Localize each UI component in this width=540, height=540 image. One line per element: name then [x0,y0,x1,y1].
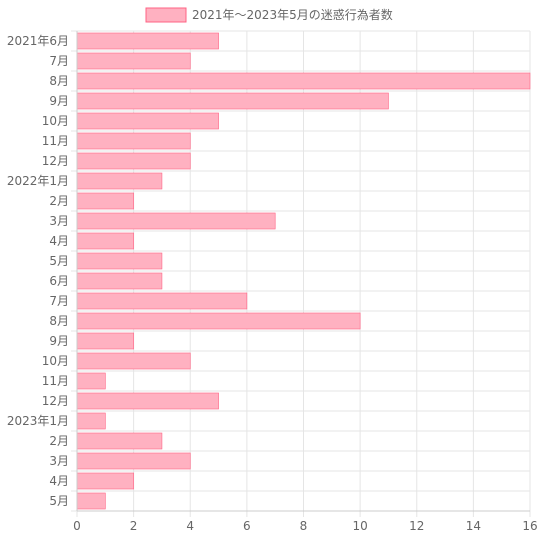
y-tick-label: 7月 [49,294,69,308]
y-tick-label: 2023年1月 [7,414,69,428]
bar[interactable] [76,472,134,490]
bar[interactable] [76,152,191,170]
bar[interactable] [76,332,134,350]
bar[interactable] [76,312,361,330]
x-tick-label: 10 [352,519,367,533]
y-tick-label: 2021年6月 [7,34,69,48]
bar[interactable] [76,372,106,390]
bar[interactable] [76,212,276,230]
bars-layer [76,32,531,510]
x-tick-label: 14 [466,519,481,533]
y-tick-label: 2月 [49,434,69,448]
y-axis: 2021年6月 7月 8月 9月 10月 11月 12月 2022年1月 2月 3月 4月 5月 6月 7… [7,31,78,511]
bar[interactable] [76,192,134,210]
y-tick-label: 4月 [49,234,69,248]
x-tick-label: 6 [243,519,251,533]
bar[interactable] [76,132,191,150]
bar[interactable] [76,32,219,50]
y-tick-label: 3月 [49,454,69,468]
bar[interactable] [76,272,163,290]
y-tick-label: 11月 [42,134,69,148]
y-tick-label: 10月 [42,114,69,128]
y-tick-label: 6月 [49,274,69,288]
y-tick-label: 2022年1月 [7,174,69,188]
bar[interactable] [76,252,163,270]
bar[interactable] [76,52,191,70]
bar[interactable] [76,492,106,510]
bar[interactable] [76,232,134,250]
y-tick-label: 9月 [49,94,69,108]
bar[interactable] [76,172,163,190]
x-tick-label: 2 [130,519,138,533]
y-tick-label: 9月 [49,334,69,348]
bar[interactable] [76,112,219,130]
x-axis: 0 2 4 6 8 10 12 14 16 [73,510,538,533]
bar[interactable] [76,412,106,430]
y-tick-label: 2月 [49,194,69,208]
y-tick-label: 11月 [42,374,69,388]
y-tick-label: 5月 [49,254,69,268]
x-tick-label: 8 [300,519,308,533]
y-tick-label: 12月 [42,154,69,168]
y-tick-label: 5月 [49,494,69,508]
y-tick-label: 3月 [49,214,69,228]
x-tick-label: 0 [73,519,81,533]
x-tick-label: 4 [186,519,194,533]
x-tick-label: 12 [409,519,424,533]
y-tick-label: 4月 [49,474,69,488]
legend[interactable]: 2021年～2023年5月の迷惑行為者数 [145,7,393,23]
bar[interactable] [76,432,163,450]
bar[interactable] [76,452,191,470]
y-tick-label: 8月 [49,74,69,88]
y-tick-label: 10月 [42,354,69,368]
bar[interactable] [76,352,191,370]
bar[interactable] [76,92,389,110]
bar[interactable] [76,392,219,410]
y-tick-label: 7月 [49,54,69,68]
legend-swatch [145,7,187,23]
y-tick-label: 8月 [49,314,69,328]
x-tick-label: 16 [522,519,537,533]
legend-label: 2021年～2023年5月の迷惑行為者数 [192,7,393,22]
bar[interactable] [76,292,248,310]
y-tick-label: 12月 [42,394,69,408]
bar[interactable] [76,72,531,90]
